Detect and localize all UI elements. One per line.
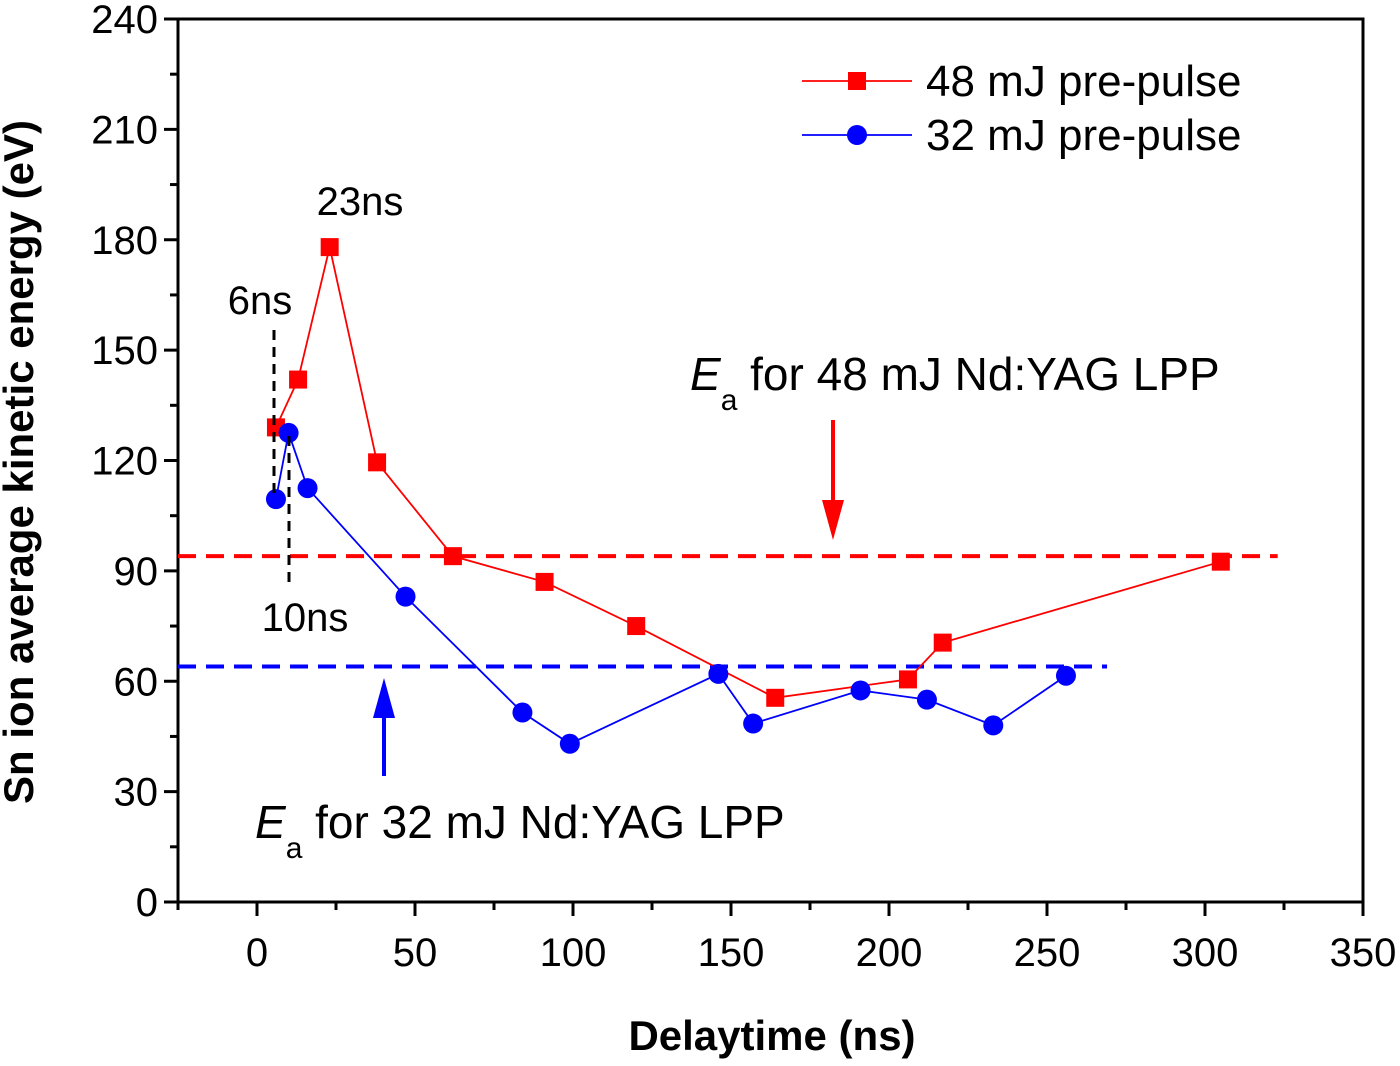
data-point	[559, 733, 580, 754]
series-0	[266, 238, 1230, 707]
x-tick-label: 300	[1172, 931, 1239, 975]
data-point	[766, 688, 785, 707]
series-1	[265, 422, 1076, 754]
data-point	[933, 633, 952, 652]
x-tick-label: 250	[1014, 931, 1081, 975]
data-point	[1055, 665, 1076, 686]
data-point	[278, 422, 299, 443]
data-point	[1211, 552, 1230, 571]
data-point	[898, 670, 917, 689]
data-point	[627, 617, 646, 636]
data-point	[708, 663, 729, 684]
y-tick-label: 30	[114, 771, 159, 815]
data-point	[320, 238, 339, 257]
y-axis-label: Sn ion average kinetic energy (eV)	[0, 120, 42, 804]
data-point	[983, 715, 1004, 736]
data-point	[368, 453, 387, 472]
legend-marker	[847, 125, 867, 145]
x-tick-label: 350	[1330, 931, 1397, 975]
x-tick-label: 50	[393, 931, 438, 975]
blue-arrow-head-icon	[373, 678, 395, 718]
y-tick-label: 60	[114, 660, 159, 704]
y-tick-label: 0	[136, 881, 158, 925]
ea-32-text: for 32 mJ Nd:YAG LPP	[302, 796, 784, 848]
x-axis-label: Delaytime (ns)	[628, 1012, 915, 1059]
legend: 48 mJ pre-pulse 32 mJ pre-pulse	[802, 57, 1241, 160]
data-point	[916, 689, 937, 710]
legend-marker	[848, 72, 866, 90]
ea-32-subscript: a	[286, 832, 303, 865]
ea-32-label: Ea for 32 mJ Nd:YAG LPP	[255, 796, 785, 865]
data-point	[850, 680, 871, 701]
ea-48-label: Ea for 48 mJ Nd:YAG LPP	[690, 348, 1220, 417]
x-tick-label: 150	[698, 931, 765, 975]
peak-label: 23ns	[317, 180, 404, 224]
series-group	[265, 238, 1230, 754]
x-tick-label: 100	[540, 931, 607, 975]
legend-label: 48 mJ pre-pulse	[926, 57, 1241, 106]
y-tick-label: 150	[91, 329, 158, 373]
label-10ns: 10ns	[262, 596, 349, 640]
axes: 0 30 60 90 120 150 180 210 240 0 50 100 150 200 250 300…	[91, 0, 1396, 975]
data-point	[535, 572, 554, 591]
y-tick-label: 210	[91, 108, 158, 152]
data-point	[443, 547, 462, 566]
ea-48-subscript: a	[721, 384, 738, 417]
label-6ns: 6ns	[228, 279, 293, 323]
ea-48-text: for 48 mJ Nd:YAG LPP	[737, 348, 1219, 400]
ea-48-symbol: E	[690, 348, 722, 400]
red-arrow-head-icon	[822, 500, 844, 540]
data-point	[297, 478, 318, 499]
x-tick-label: 200	[856, 931, 923, 975]
reference-lines	[178, 554, 1278, 669]
series-line-1	[275, 429, 1067, 745]
legend-label: 32 mJ pre-pulse	[926, 111, 1241, 160]
data-point	[265, 489, 286, 510]
data-point	[289, 370, 308, 389]
data-point	[395, 586, 416, 607]
y-tick-label: 180	[91, 219, 158, 263]
y-tick-label: 240	[91, 0, 158, 42]
data-point	[743, 713, 764, 734]
x-tick-label: 0	[246, 931, 268, 975]
y-tick-label: 120	[91, 440, 158, 484]
y-tick-label: 90	[114, 550, 159, 594]
series-line-0	[275, 246, 1222, 699]
ea-32-symbol: E	[255, 796, 287, 848]
data-point	[512, 702, 533, 723]
annotations: 23ns 6ns 10ns Ea for 48 mJ Nd:YAG LPP Ea…	[228, 180, 1220, 865]
